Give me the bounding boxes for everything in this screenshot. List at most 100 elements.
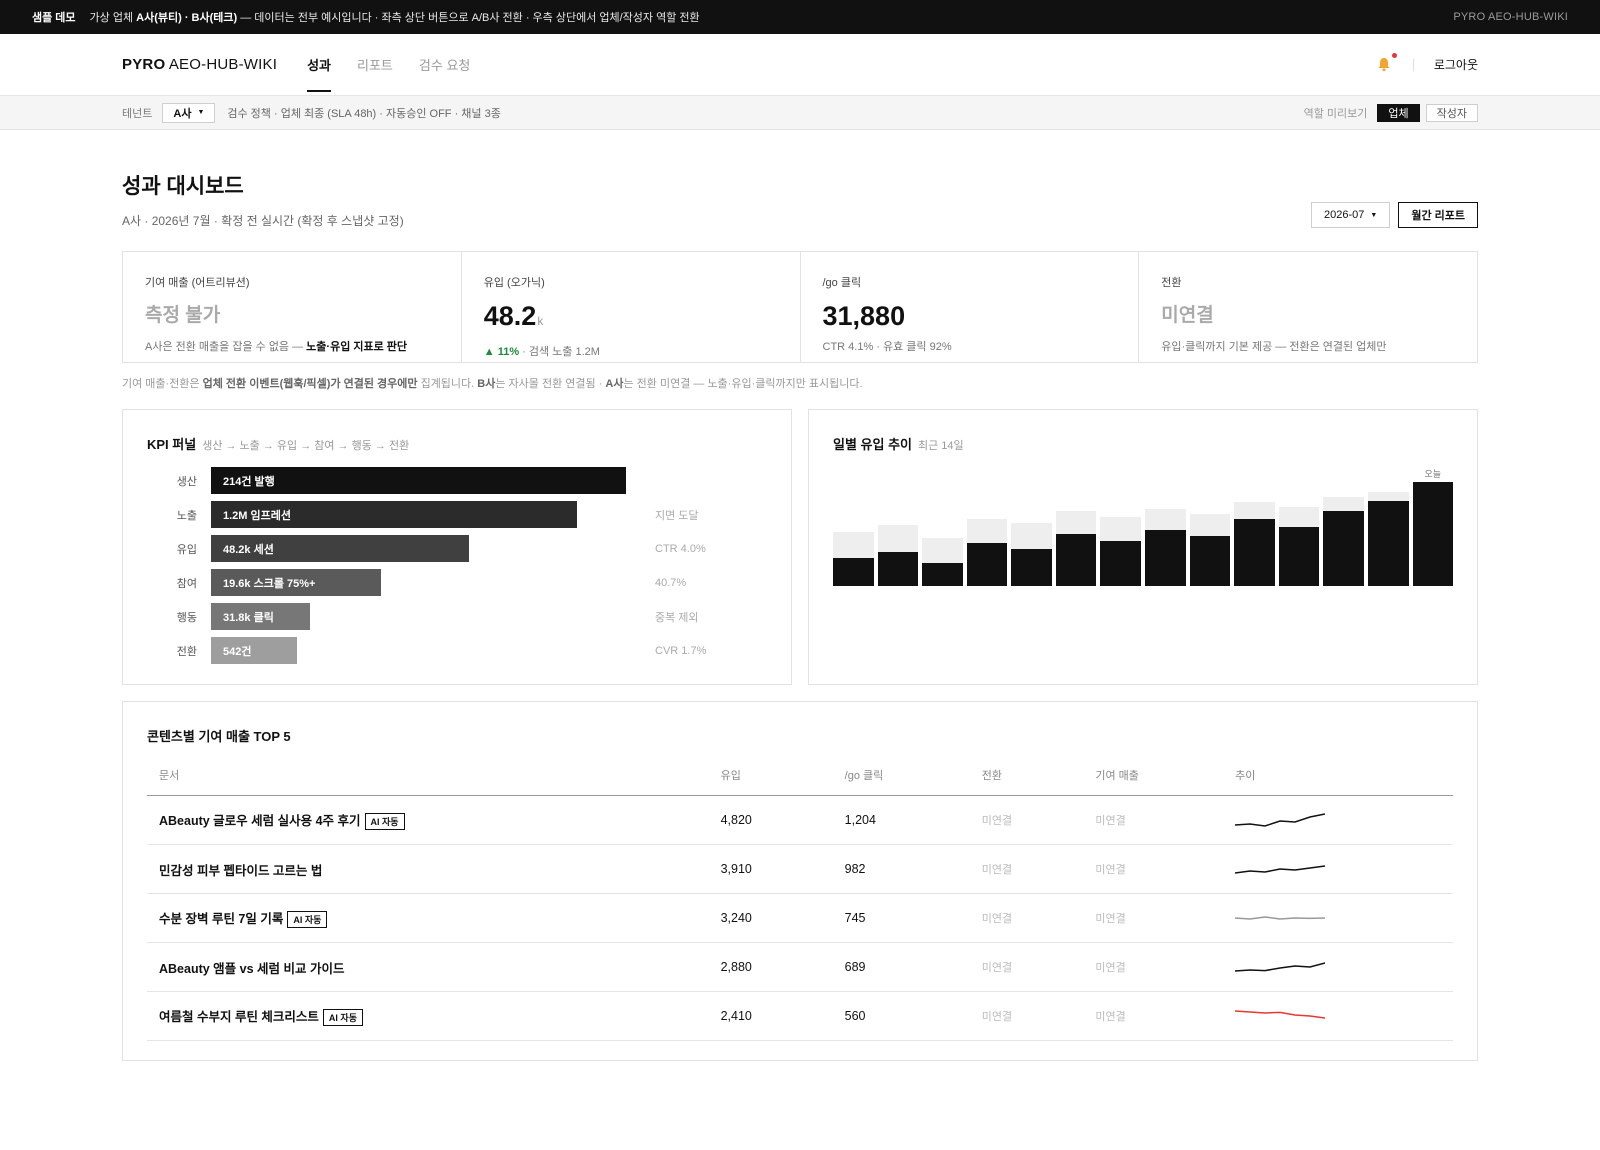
role-writer-button[interactable]: 작성자 (1425, 103, 1478, 122)
daily-bar[interactable] (1234, 519, 1275, 586)
month-value: 2026-07 (1324, 209, 1365, 221)
col-header-revenue: 기여 매출 (1083, 767, 1224, 796)
tenant-select[interactable]: A사 ▼ (162, 102, 216, 123)
sparkline-line (1235, 1010, 1326, 1019)
today-label: 오늘 (1424, 469, 1442, 480)
kpi-value: 48.2k (484, 300, 778, 337)
funnel-stage-label: 노출 (176, 509, 197, 522)
funnel-bar[interactable]: 214건 발행 (211, 467, 626, 494)
tab-report[interactable]: 리포트 (357, 58, 393, 73)
panel-title: KPI 퍼널 생산 → 노출 → 유입 → 참여 → 행동 → 전환 (147, 434, 767, 453)
role-preview: 역할 미리보기 업체 작성자 (1304, 103, 1478, 122)
kpi-note: ▲ 11% · 검색 노출 1.2M (484, 343, 778, 359)
table-row[interactable]: 여름철 수부지 루틴 체크리스트 AI 자동 2,410 560 미연결 미연결 (147, 991, 1453, 1041)
table-row[interactable]: 수분 장벽 루틴 7일 기록 AI 자동 3,240 745 미연결 미연결 (147, 893, 1453, 943)
tenant-bar: 테넌트 A사 ▼ 검수 정책 · 업체 최종 (SLA 48h) · 자동승인 … (0, 96, 1600, 130)
kpi-unit: k (537, 314, 544, 328)
top-content-panel: 콘텐츠별 기여 매출 TOP 5 문서 유입 /go 클릭 전환 기여 매출 추… (122, 701, 1478, 1061)
clicks-cell: 745 (832, 893, 970, 943)
kpi-label: 유입 (오가닉) (483, 277, 545, 289)
conversion-cell: 미연결 (969, 942, 1084, 992)
footnote-text: 집계됩니다. (417, 378, 478, 390)
funnel-bar[interactable]: 1.2M 임프레션 (211, 501, 577, 528)
trend-cell (1223, 942, 1453, 992)
footnote-bold: 업체 전환 이벤트(웹훅/픽셀)가 연결된 경우에만 (202, 378, 418, 390)
funnel-bar[interactable]: 542건 (211, 637, 297, 664)
demo-tag: 샘플 데모 (32, 12, 76, 24)
monthly-report-button[interactable]: 월간 리포트 (1398, 202, 1478, 228)
month-select[interactable]: 2026-07 ▼ (1311, 202, 1391, 228)
daily-bar[interactable] (1189, 535, 1231, 586)
daily-bar[interactable] (877, 551, 919, 586)
table-row[interactable]: ABeauty 글로우 세럼 실사용 4주 후기 AI 자동 4,820 1,204 미… (147, 795, 1453, 845)
footnote-text: 는 자사몰 전환 연결됨 · (495, 378, 606, 390)
daily-bar[interactable] (1100, 541, 1142, 586)
funnel-bar[interactable]: 19.6k 스크롤 75%+ (211, 569, 381, 596)
top-content-table: 문서 유입 /go 클릭 전환 기여 매출 추이 ABeauty 글로우 세럼 … (147, 767, 1453, 1041)
demo-banner: 샘플 데모 가상 업체 A사(뷰티) · B사(테크) — 데이터는 전부 예시… (0, 0, 1600, 34)
trend-up-badge: ▲ 11% (483, 346, 520, 358)
revenue-cell: 미연결 (1083, 795, 1224, 845)
funnel-bar[interactable]: 31.8k 클릭 (211, 603, 310, 630)
inflow-cell: 2,880 (708, 942, 833, 992)
daily-bar[interactable] (833, 557, 874, 586)
header-actions: 로그아웃 (1375, 52, 1478, 74)
role-company-button[interactable]: 업체 (1377, 103, 1420, 122)
sparkline (1235, 813, 1326, 827)
trend-cell (1223, 991, 1453, 1041)
tab-review-request[interactable]: 검수 요청 (418, 58, 471, 73)
page-subheader: A사 · 2026년 7월 · 확정 전 실시간 (확정 후 스냅샷 고정) 2… (122, 202, 1478, 229)
sparkline-line (1235, 916, 1326, 920)
ai-auto-badge: AI 자동 (364, 813, 405, 831)
daily-bar-column (833, 470, 874, 586)
demo-message: 가상 업체 A사(뷰티) · B사(테크) — 데이터는 전부 예시입니다 · … (90, 9, 700, 25)
logout-button[interactable]: 로그아웃 (1433, 58, 1478, 72)
table-row[interactable]: 민감성 피부 펩타이드 고르는 법 3,910 982 미연결 미연결 (147, 844, 1453, 894)
daily-hint: 최근 14일 (917, 440, 964, 452)
funnel-track: 19.6k 스크롤 75%+ (211, 569, 641, 596)
daily-bar[interactable] (1323, 510, 1364, 586)
tab-performance[interactable]: 성과 (307, 34, 331, 96)
daily-bar[interactable] (1055, 533, 1097, 586)
clicks-cell: 1,204 (832, 795, 970, 845)
funnel-track: 542건 (211, 637, 641, 664)
daily-bar[interactable] (1011, 549, 1052, 586)
trend-cell (1223, 795, 1453, 845)
doc-cell[interactable]: 수분 장벽 루틴 7일 기록 AI 자동 (147, 893, 709, 943)
doc-cell[interactable]: ABeauty 글로우 세럼 실사용 4주 후기 AI 자동 (147, 795, 709, 845)
table-row[interactable]: ABeauty 앰플 vs 세럼 비교 가이드 2,880 689 미연결 미연결 (147, 942, 1453, 992)
demo-message-companies: A사(뷰티) · B사(테크) (136, 12, 238, 24)
daily-bar-column (1011, 470, 1052, 586)
notification-dot (1391, 52, 1397, 58)
daily-bar[interactable] (922, 563, 963, 586)
daily-bar[interactable] (966, 543, 1008, 586)
daily-bar[interactable] (1145, 529, 1186, 586)
col-header-clicks: /go 클릭 (832, 767, 970, 796)
doc-title: ABeauty 앰플 vs 세럼 비교 가이드 (159, 961, 345, 976)
daily-bar[interactable] (1412, 481, 1454, 586)
kpi-value-number: 48.2 (483, 301, 537, 331)
col-header-doc: 문서 (147, 767, 709, 796)
doc-cell[interactable]: 민감성 피부 펩타이드 고르는 법 (147, 844, 709, 894)
funnel-bar[interactable]: 48.2k 세션 (211, 535, 469, 562)
kpi-card-conversion: 전환 미연결 유입·클릭까지 기본 제공 — 전환은 연결된 업체만 (1139, 252, 1477, 362)
daily-bar[interactable] (1367, 501, 1409, 586)
daily-inflow-panel: 일별 유입 추이 최근 14일 오늘 (808, 409, 1478, 685)
inflow-cell: 3,910 (708, 844, 833, 894)
kpi-note: 유입·클릭까지 기본 제공 — 전환은 연결된 업체만 (1161, 341, 1387, 353)
kpi-funnel-panel: KPI 퍼널 생산 → 노출 → 유입 → 참여 → 행동 → 전환 생산 214건… (122, 409, 792, 685)
funnel-stage-label: 유입 (176, 543, 197, 556)
page-subtitle: A사 · 2026년 7월 · 확정 전 실시간 (확정 후 스냅샷 고정) (122, 214, 404, 228)
sparkline (1235, 962, 1326, 972)
doc-cell[interactable]: 여름철 수부지 루틴 체크리스트 AI 자동 (147, 991, 709, 1041)
divider (1412, 58, 1414, 71)
bell-icon[interactable] (1375, 52, 1397, 74)
logo[interactable]: PYRO AEO-HUB-WIKI (122, 56, 277, 73)
top-nav: PYRO AEO-HUB-WIKI 성과 리포트 검수 요청 로그아웃 (0, 34, 1600, 96)
sparkline-line (1235, 865, 1326, 874)
daily-bar[interactable] (1278, 526, 1320, 586)
tenant-label: 테넌트 (122, 107, 153, 120)
kpi-card-revenue: 기여 매출 (어트리뷰션) 측정 불가 A사은 전환 매출을 잡을 수 없음 —… (123, 252, 462, 362)
doc-cell[interactable]: ABeauty 앰플 vs 세럼 비교 가이드 (147, 942, 709, 992)
logo-bold: PYRO (122, 56, 166, 73)
